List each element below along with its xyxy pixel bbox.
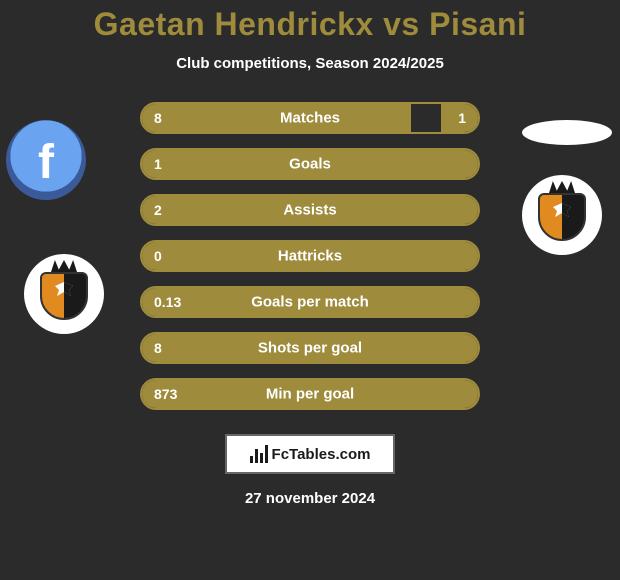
metric-label: Shots per goal	[258, 340, 362, 357]
club2-crest	[522, 175, 602, 255]
comparison-row: 1 Goals	[140, 148, 480, 180]
fill-left	[142, 104, 411, 132]
metric-label: Goals per match	[251, 294, 369, 311]
logo-text: FcTables.com	[272, 446, 371, 463]
metric-label: Hattricks	[278, 248, 342, 265]
value-left: 2	[154, 202, 162, 218]
metric-label: Goals	[289, 156, 331, 173]
page-title: Gaetan Hendrickx vs Pisani	[94, 6, 527, 43]
value-left: 0.13	[154, 294, 181, 310]
metric-label: Matches	[280, 110, 340, 127]
eagle-icon	[549, 201, 575, 221]
player2-avatar	[522, 120, 612, 145]
comparison-row: 8 Shots per goal	[140, 332, 480, 364]
metric-label: Min per goal	[266, 386, 354, 403]
logo-box: FcTables.com	[225, 434, 395, 474]
comparison-bars: 8 1 Matches 1 Goals 2 Assists 0 Hattricks 0.13 Goa…	[0, 102, 620, 410]
comparison-date: 27 november 2024	[245, 490, 375, 507]
chart-icon	[250, 445, 268, 463]
crest-icon	[532, 185, 592, 245]
player1-avatar: f	[6, 120, 86, 200]
facebook-icon: f	[38, 135, 54, 190]
club1-crest	[24, 254, 104, 334]
comparison-row: 8 1 Matches	[140, 102, 480, 134]
eagle-icon	[51, 280, 77, 300]
page-subtitle: Club competitions, Season 2024/2025	[176, 55, 444, 72]
metric-label: Assists	[283, 202, 336, 219]
value-left: 8	[154, 340, 162, 356]
value-right: 1	[458, 110, 466, 126]
comparison-row: 2 Assists	[140, 194, 480, 226]
comparison-row: 0 Hattricks	[140, 240, 480, 272]
comparison-row: 873 Min per goal	[140, 378, 480, 410]
value-left: 8	[154, 110, 162, 126]
crest-icon	[34, 264, 94, 324]
value-left: 873	[154, 386, 177, 402]
value-left: 0	[154, 248, 162, 264]
value-left: 1	[154, 156, 162, 172]
comparison-row: 0.13 Goals per match	[140, 286, 480, 318]
